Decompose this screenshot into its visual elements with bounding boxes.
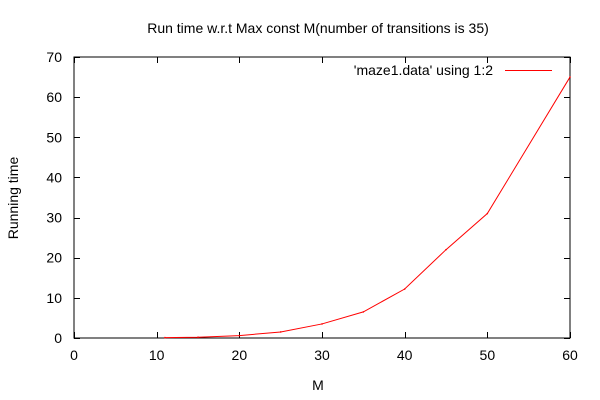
data-point — [321, 323, 323, 325]
y-tick-label: 20 — [46, 250, 62, 266]
plot-area — [73, 56, 571, 339]
data-point — [197, 336, 199, 338]
y-tick-label: 30 — [46, 210, 62, 226]
x-tick-label: 60 — [562, 347, 578, 363]
y-tick-label: 50 — [46, 129, 62, 145]
x-tick-label: 0 — [70, 347, 78, 363]
legend: 'maze1.data' using 1:2 — [354, 62, 552, 78]
data-point — [238, 334, 241, 337]
series-line — [164, 76, 571, 339]
axis-ticks: 0 10 20 30 40 50 60 0 10 20 30 40 50 60 70 — [46, 49, 578, 363]
data-point — [362, 311, 365, 313]
y-tick-label: 40 — [46, 169, 62, 185]
data-point — [403, 288, 406, 290]
data-point — [279, 331, 282, 333]
data-point — [445, 248, 447, 251]
data-point — [569, 76, 571, 78]
x-tick-label: 10 — [149, 347, 165, 363]
y-tick-label: 10 — [46, 290, 62, 306]
plot-frame — [73, 56, 571, 339]
data-series — [164, 76, 571, 339]
y-tick-label: 60 — [46, 89, 62, 105]
y-axis-label: Running time — [5, 157, 21, 240]
chart-title: Run time w.r.t Max const M(number of tra… — [147, 20, 489, 36]
x-tick-label: 50 — [480, 347, 496, 363]
legend-label: 'maze1.data' using 1:2 — [354, 62, 493, 78]
data-point — [164, 336, 166, 339]
y-tick-label: 70 — [46, 49, 62, 65]
x-tick-label: 30 — [314, 347, 330, 363]
x-axis-label: M — [312, 377, 324, 393]
data-point — [486, 212, 489, 215]
x-tick-label: 20 — [232, 347, 248, 363]
y-tick-label: 0 — [54, 330, 62, 346]
x-tick-label: 40 — [397, 347, 413, 363]
